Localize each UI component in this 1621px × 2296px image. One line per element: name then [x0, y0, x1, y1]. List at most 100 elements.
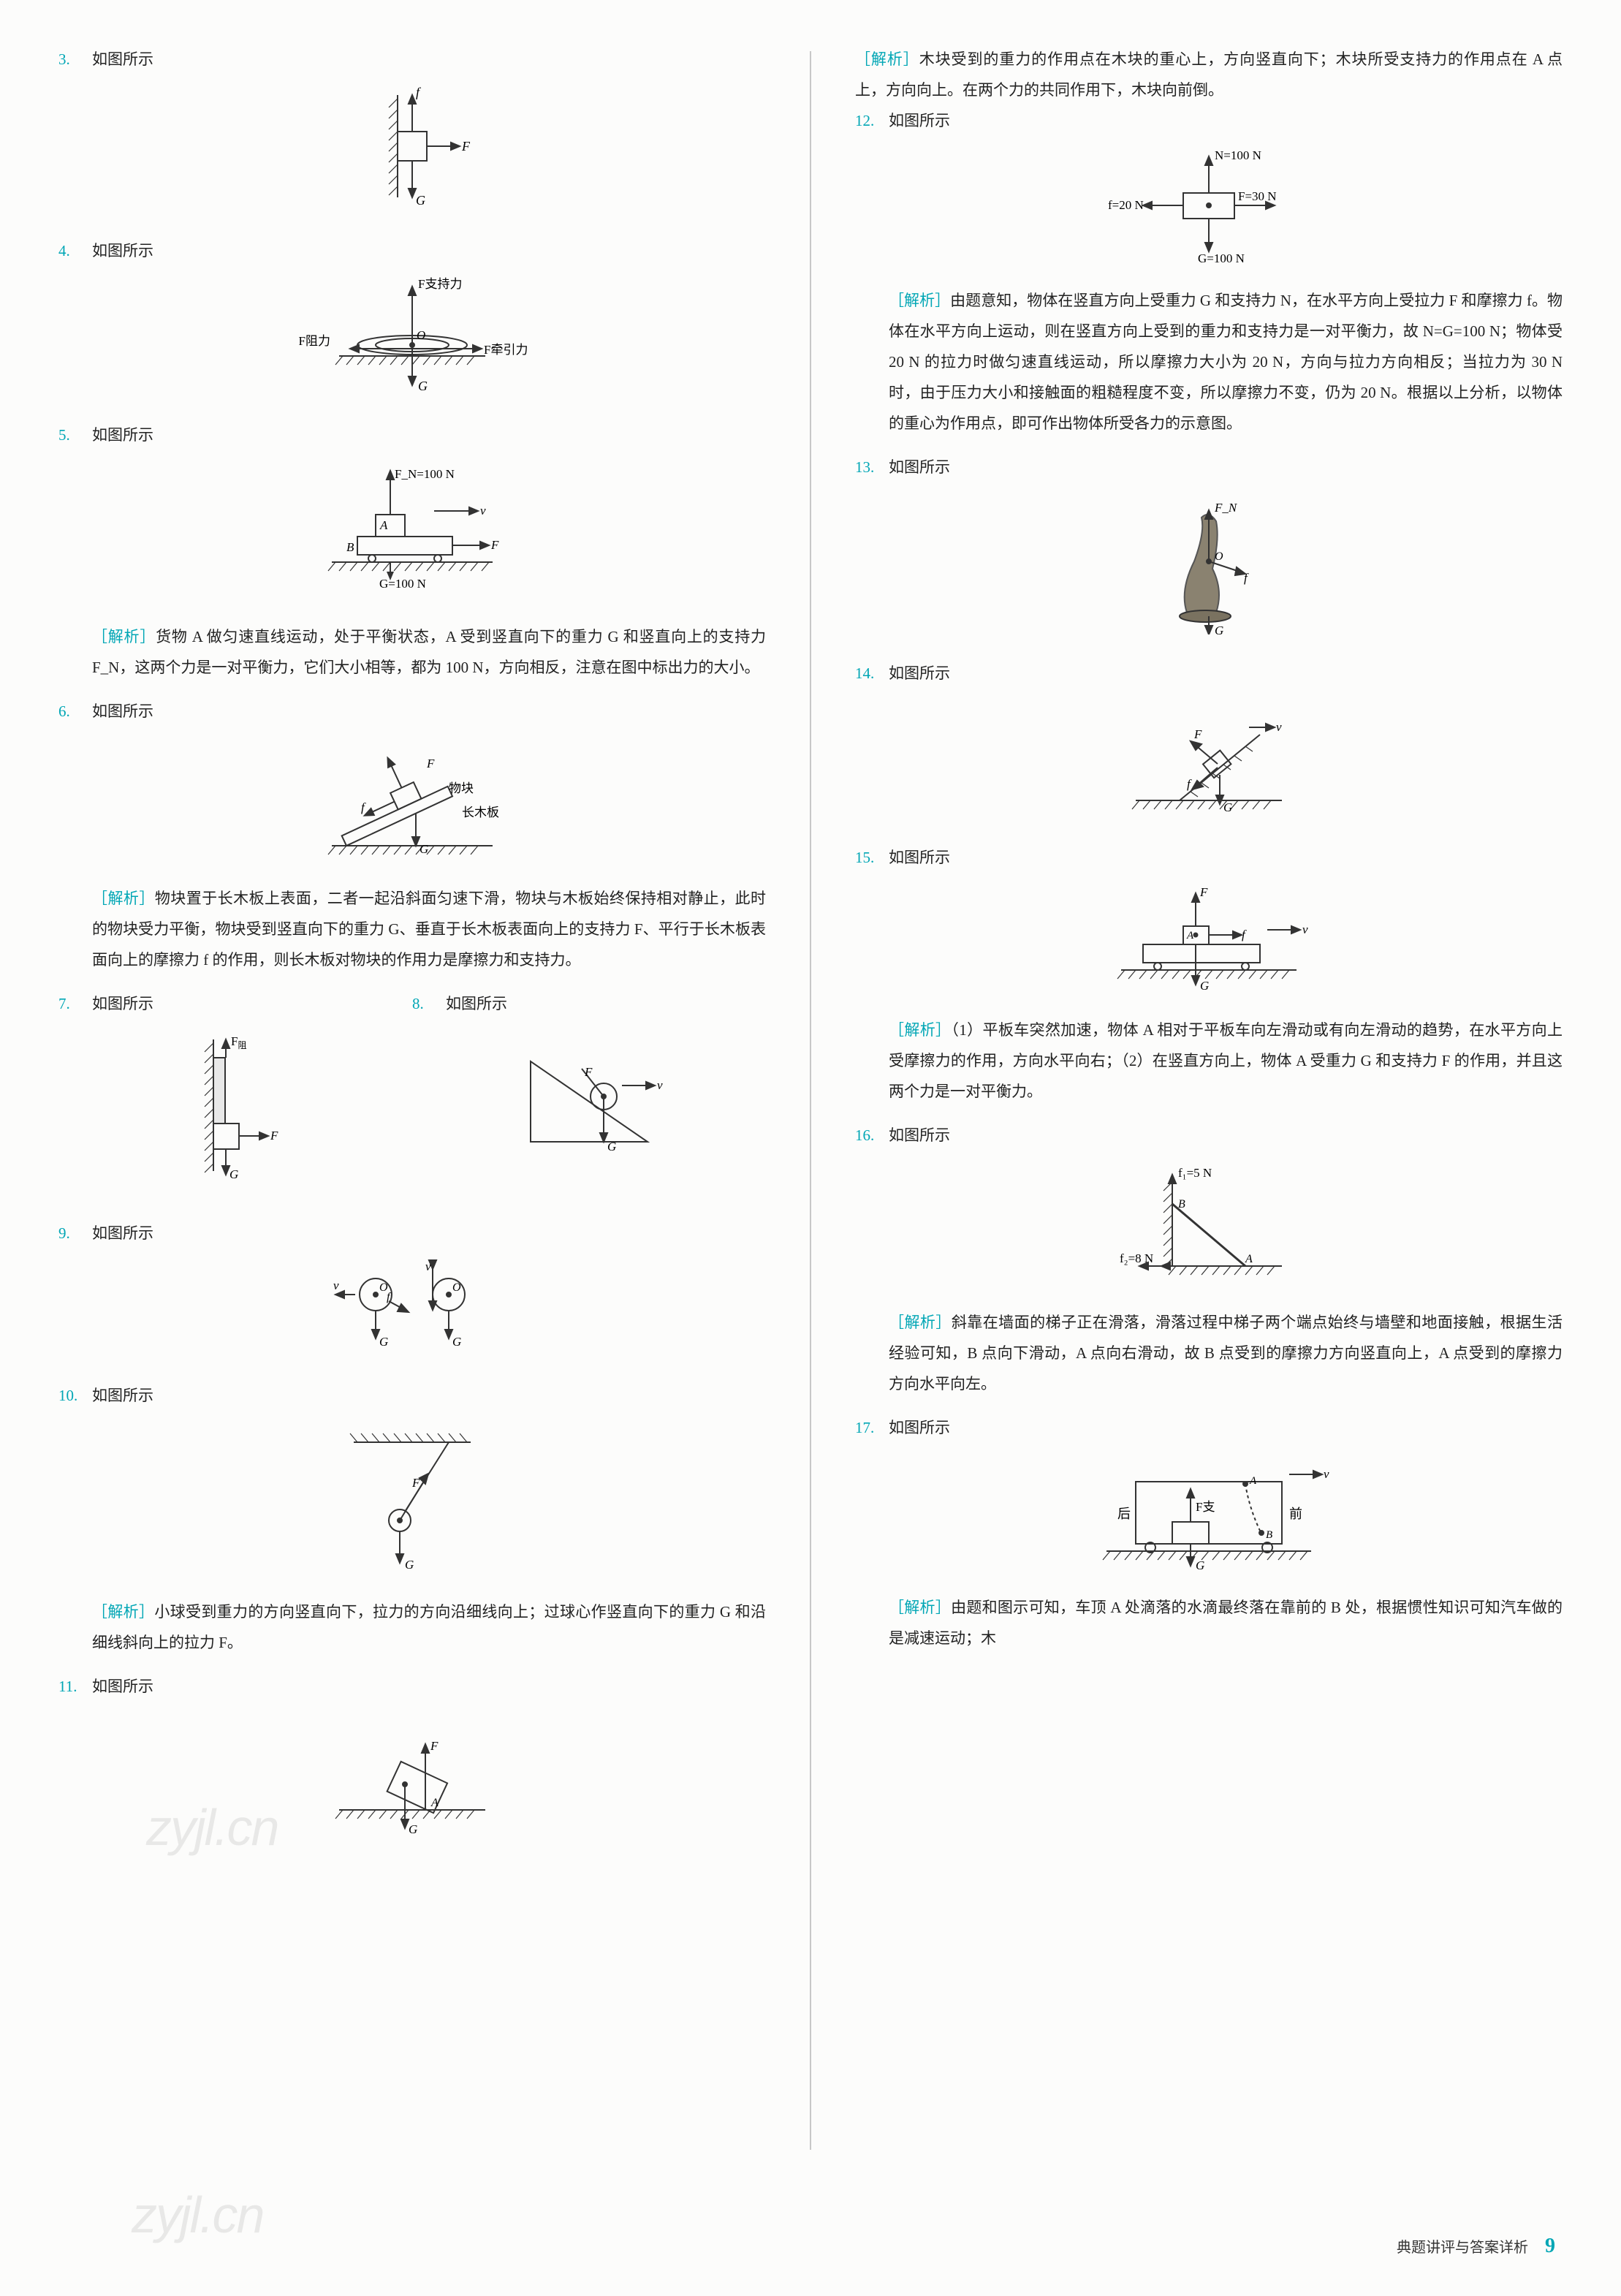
question-13: 13.如图所示 F_N O f G: [855, 452, 1563, 645]
q17-analysis: ［解析］由题和图示可知，车顶 A 处滴落的水滴最终落在靠前的 B 处，根据惯性知…: [855, 1592, 1563, 1653]
q13-text: 如图所示: [889, 458, 950, 476]
label-F: F: [461, 139, 471, 154]
q11-analysis: ［解析］木块受到的重力的作用点在木块的重心上，方向竖直向下；木块所受支持力的作用…: [855, 44, 1563, 105]
question-17: 17.如图所示: [855, 1412, 1563, 1653]
q16-analysis: ［解析］斜靠在墙面的梯子正在滑落，滑落过程中梯子两个端点始终与墙壁和地面接触，根…: [855, 1307, 1563, 1399]
q15-num: 15.: [855, 842, 889, 873]
q12-analysis-label: ［解析］: [889, 292, 950, 309]
label-F12: F=30 N: [1238, 189, 1277, 203]
q17-text: 如图所示: [889, 1419, 950, 1436]
label-N12: N=100 N: [1215, 148, 1261, 162]
q4-text: 如图所示: [92, 242, 153, 259]
label-A16: A: [1245, 1253, 1253, 1265]
label-f6: f: [361, 800, 366, 814]
q6-text: 如图所示: [92, 702, 153, 720]
q14-num: 14.: [855, 658, 889, 689]
question-12: 12.如图所示 N=100 N f=20 N F=30 N G=100 N ［解…: [855, 105, 1563, 439]
q12-analysis: ［解析］由题意知，物体在竖直方向上受重力 G 和支持力 N，在水平方向上受拉力 …: [855, 285, 1563, 439]
label-G9b: G: [452, 1335, 461, 1349]
question-7-8: 7.如图所示: [58, 988, 766, 1205]
label-O4: O: [417, 328, 425, 342]
q11-figure: F A G: [58, 1708, 766, 1849]
label-changmuban: 长木板: [462, 806, 499, 819]
label-F8: F: [584, 1065, 593, 1079]
label-Fzhi17: F支: [1196, 1500, 1215, 1514]
q7-text: 如图所示: [92, 995, 153, 1012]
q6-analysis-label: ［解析］: [92, 890, 155, 907]
question-5: 5.如图所示: [58, 420, 766, 683]
q17-analysis-label: ［解析］: [889, 1599, 951, 1616]
label-F14: F: [1193, 727, 1202, 741]
question-15: 15.如图所示: [855, 842, 1563, 1107]
q17-figure: 后 前 F支 G A B v: [855, 1449, 1563, 1583]
q17-num: 17.: [855, 1412, 889, 1443]
label-G15: G: [1200, 979, 1209, 993]
q16-num: 16.: [855, 1120, 889, 1151]
q13-num: 13.: [855, 452, 889, 482]
label-B5: B: [346, 540, 354, 554]
label-G9a: G: [379, 1335, 388, 1349]
label-A17: A: [1249, 1475, 1257, 1487]
label-A5: A: [379, 518, 388, 532]
q11-text: 如图所示: [92, 1678, 153, 1695]
q7-figure: F阻 F G: [58, 1025, 412, 1196]
question-11: 11.如图所示: [58, 1671, 766, 1849]
q16-analysis-text: 斜靠在墙面的梯子正在滑落，滑落过程中梯子两个端点始终与墙壁和地面接触，根据生活经…: [889, 1314, 1563, 1393]
q14-text: 如图所示: [889, 664, 950, 682]
q13-figure: F_N O f G: [855, 488, 1563, 645]
label-G4: G: [418, 379, 428, 393]
label-A11: A: [430, 1797, 439, 1809]
q5-analysis-text: 货物 A 做匀速直线运动，处于平衡状态，A 受到竖直向下的重力 G 和竖直向上的…: [92, 628, 766, 676]
label-Ffu7: F阻: [231, 1034, 246, 1050]
q5-analysis: ［解析］货物 A 做匀速直线运动，处于平衡状态，A 受到竖直向下的重力 G 和竖…: [58, 621, 766, 683]
left-column: 3.如图所示 f F: [58, 44, 766, 2238]
label-G14: G: [1223, 800, 1232, 814]
watermark-2: zyjl.cn: [132, 2164, 263, 2266]
label-f12: f=20 N: [1108, 198, 1144, 212]
label-B16: B: [1178, 1198, 1185, 1210]
q5-analysis-label: ［解析］: [92, 628, 156, 645]
label-wukuai: 物块: [449, 781, 474, 795]
label-back17: 后: [1117, 1507, 1131, 1521]
q12-analysis-text: 由题意知，物体在竖直方向上受重力 G 和支持力 N，在水平方向上受拉力 F 和摩…: [889, 292, 1563, 432]
footer-text: 典题讲评与答案详析: [1397, 2240, 1528, 2256]
label-f13: f: [1244, 571, 1249, 585]
label-v5: v: [480, 504, 486, 518]
q12-figure: N=100 N f=20 N F=30 N G=100 N: [855, 142, 1563, 276]
q15-analysis-label: ［解析］: [889, 1021, 951, 1039]
q10-analysis-label: ［解析］: [92, 1603, 154, 1621]
q12-text: 如图所示: [889, 112, 950, 129]
q8-figure: v F G: [412, 1025, 766, 1181]
label-v8: v: [657, 1078, 663, 1092]
q5-num: 5.: [58, 420, 92, 450]
q8-num: 8.: [412, 988, 446, 1019]
label-O13: O: [1215, 550, 1223, 563]
q15-analysis-text: （1）平板车突然加速，物体 A 相对于平板车向左滑动或有向左滑动的趋势，在水平方…: [889, 1021, 1563, 1100]
label-Fzhichi: F支持力: [418, 277, 462, 291]
label-v9a: v: [333, 1278, 339, 1292]
label-A15: A: [1186, 930, 1194, 941]
label-Fqianyin: F牵引力: [484, 343, 528, 357]
q11-num: 11.: [58, 1671, 92, 1702]
label-f14: f: [1187, 777, 1192, 791]
label-G17: G: [1196, 1558, 1204, 1572]
label-f2-16: f₂=8 N: [1120, 1251, 1153, 1265]
question-14: 14.如图所示: [855, 658, 1563, 829]
q16-analysis-label: ［解析］: [889, 1314, 952, 1331]
right-column: ［解析］木块受到的重力的作用点在木块的重心上，方向竖直向下；木块所受支持力的作用…: [855, 44, 1563, 2238]
label-FN13: F_N: [1214, 501, 1238, 515]
q6-figure: F f 物块 长木板 G: [58, 732, 766, 874]
page-footer: 典题讲评与答案详析 9: [1397, 2226, 1555, 2267]
label-f1-16: f₁=5 N: [1178, 1166, 1212, 1180]
label-F11: F: [430, 1739, 439, 1753]
q15-figure: F A f v G: [855, 879, 1563, 1006]
question-6: 6.如图所示: [58, 696, 766, 975]
question-4: 4.如图所示: [58, 235, 766, 406]
label-f15: f: [1242, 928, 1247, 941]
question-9: 9.如图所示 v O f G: [58, 1218, 766, 1367]
q6-num: 6.: [58, 696, 92, 727]
q12-num: 12.: [855, 105, 889, 136]
label-v17: v: [1324, 1467, 1329, 1481]
label-Fzuli: F阻力: [299, 334, 330, 348]
q15-analysis: ［解析］（1）平板车突然加速，物体 A 相对于平板车向左滑动或有向左滑动的趋势，…: [855, 1015, 1563, 1107]
